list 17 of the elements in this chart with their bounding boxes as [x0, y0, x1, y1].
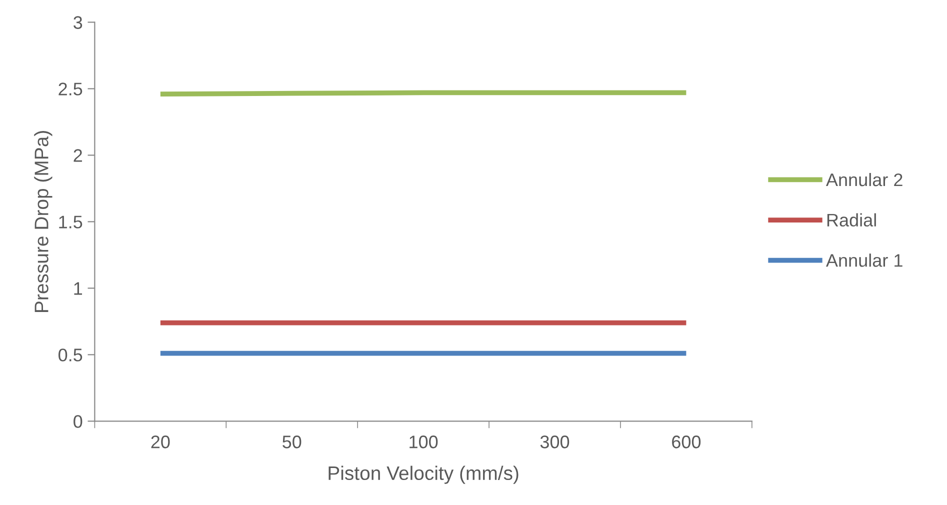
x-tick-label: 100 — [410, 436, 438, 448]
y-tick-label: 3 — [74, 16, 82, 29]
y-tick-label: 2.5 — [58, 82, 82, 96]
y-tick-label: 2 — [74, 149, 82, 162]
y-axis-title: Pressure Drop (MPa) — [34, 131, 52, 312]
x-tick-label: 600 — [672, 436, 701, 448]
legend-label: Annular 2 — [826, 172, 902, 186]
y-tick-label: 0.5 — [58, 348, 82, 362]
x-axis-title: Piston Velocity (mm/s) — [328, 466, 518, 484]
x-tick-label: 50 — [282, 436, 302, 448]
x-tick-label: 20 — [151, 436, 170, 448]
y-tick-label: 1.5 — [59, 216, 82, 228]
y-tick-label: 0 — [74, 415, 82, 428]
legend-label: Radial — [827, 213, 876, 227]
x-tick-label: 300 — [540, 436, 570, 448]
legend-label: Annular 1 — [826, 254, 902, 267]
y-tick-label: 1 — [74, 282, 82, 295]
